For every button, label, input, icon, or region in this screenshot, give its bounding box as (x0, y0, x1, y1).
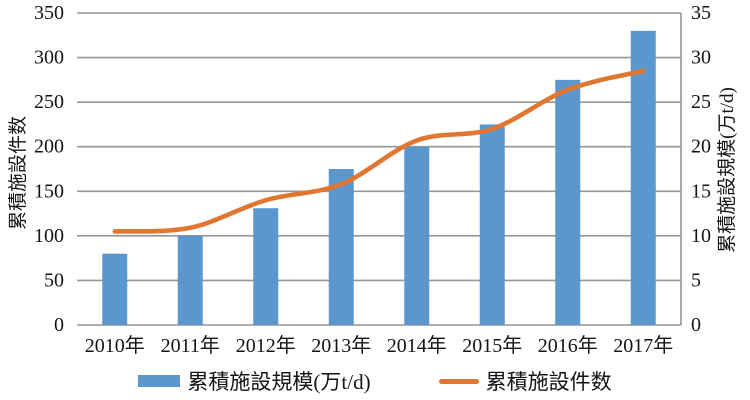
x-axis-label: 2011年 (161, 334, 220, 357)
bar-2016年 (555, 79, 581, 325)
left-axis-tick-label: 0 (54, 314, 64, 336)
x-axis-label: 2016年 (538, 334, 598, 357)
legend-item-facility-scale: 累積施設規模(万t/d) (138, 366, 371, 396)
bar-series-swatch-icon (138, 375, 181, 387)
bar-2015年 (479, 124, 505, 325)
right-axis-tick-label: 20 (691, 136, 711, 158)
bar-2017年 (630, 30, 656, 325)
bar-2011年 (177, 235, 203, 325)
left-axis-tick-label: 150 (34, 180, 64, 202)
left-axis-title: 累積施設件数 (8, 116, 29, 231)
bar-2014年 (404, 146, 430, 325)
legend-label-facility-scale: 累積施設規模(万t/d) (187, 370, 371, 394)
right-axis-tick-label: 15 (691, 180, 711, 202)
bar-2012年 (253, 208, 279, 325)
left-axis-tick-label: 50 (44, 269, 64, 291)
x-axis-label: 2015年 (462, 334, 522, 357)
x-axis-label: 2010年 (85, 334, 145, 357)
right-axis-title: 累積施設規模(万t/d) (717, 87, 738, 253)
right-axis-tick-label: 5 (691, 269, 701, 291)
right-axis-tick-label: 0 (691, 314, 701, 336)
x-axis-label: 2012年 (236, 334, 296, 357)
bar-2010年 (102, 253, 128, 325)
legend-label-facility-count: 累積施設件数 (485, 370, 612, 394)
bar-2013年 (328, 169, 354, 325)
x-axis-label: 2014年 (387, 334, 447, 357)
facility-count-line (112, 68, 646, 234)
legend-item-facility-count: 累積施設件数 (438, 366, 612, 396)
left-axis-tick-label: 100 (34, 225, 64, 247)
legend: 累積施設規模(万t/d) 累積施設件数 (0, 366, 750, 396)
left-axis-tick-label: 300 (34, 47, 64, 69)
right-axis-tick-label: 30 (691, 47, 711, 69)
x-axis-label: 2017年 (613, 334, 673, 357)
line-series-swatch-icon (438, 378, 479, 384)
x-axis-label: 2013年 (311, 334, 371, 357)
left-axis-tick-label: 250 (34, 91, 64, 113)
left-axis-tick-label: 200 (34, 136, 64, 158)
left-axis-tick-label: 350 (34, 2, 64, 24)
right-axis-tick-label: 25 (691, 91, 711, 113)
right-axis-tick-label: 35 (691, 2, 711, 24)
right-axis-tick-label: 10 (691, 225, 711, 247)
